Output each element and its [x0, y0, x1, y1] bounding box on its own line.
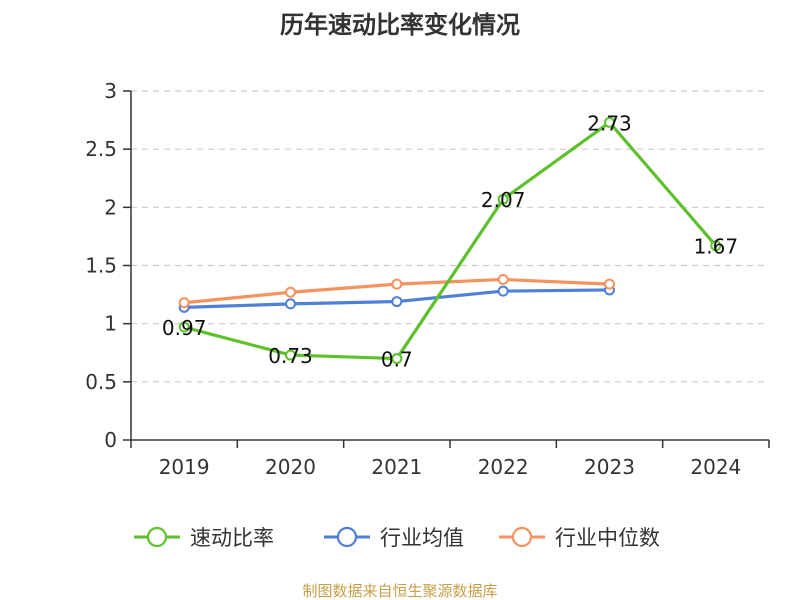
data-label: 2.73 [587, 111, 632, 135]
legend: 速动比率 行业均值 行业中位数 [134, 526, 660, 550]
data-point [391, 278, 403, 290]
y-tick-label: 1.5 [85, 254, 117, 278]
data-point [604, 278, 615, 290]
data-point [497, 273, 509, 285]
data-label: 1.67 [694, 235, 739, 259]
y-tick-label: 0 [104, 428, 117, 452]
legend-item-1[interactable]: 行业均值 [324, 526, 464, 550]
data-point [391, 296, 403, 308]
axes: 0 0.5 1 1.5 2 2.5 3 2019 2020 2021 2022 2023 2024 [85, 79, 770, 479]
source-text: 制图数据来自恒生聚源数据库 [302, 582, 497, 600]
data-point [178, 297, 190, 309]
x-tick-label: 2024 [690, 455, 741, 479]
legend-marker [511, 526, 533, 548]
y-tick-label: 0.5 [85, 370, 117, 394]
data-point [604, 116, 615, 128]
y-tick-label: 2.5 [85, 137, 117, 161]
data-point [497, 285, 509, 297]
legend-label: 行业均值 [380, 526, 464, 550]
legend-item-2[interactable]: 行业中位数 [499, 526, 660, 550]
data-label: 0.73 [268, 344, 313, 368]
legend-label: 行业中位数 [555, 526, 660, 550]
legend-marker [146, 526, 168, 548]
data-label: 0.7 [381, 348, 413, 372]
y-tick-label: 2 [104, 195, 117, 219]
series-lines [178, 116, 722, 365]
data-point [285, 298, 296, 310]
data-point [285, 349, 296, 361]
grid [131, 90, 769, 383]
y-tick-label: 1 [104, 312, 117, 336]
series-line-0 [183, 120, 718, 361]
legend-item-0[interactable]: 速动比率 [134, 526, 274, 550]
x-tick-label: 2023 [584, 455, 635, 479]
x-tick-label: 2019 [159, 455, 210, 479]
x-tick-label: 2020 [265, 455, 316, 479]
data-point [710, 240, 722, 252]
legend-label: 速动比率 [190, 526, 274, 550]
x-tick-label: 2021 [371, 455, 422, 479]
data-point [497, 193, 509, 205]
legend-marker [336, 526, 358, 548]
data-labels: 0.97 0.73 0.7 2.07 2.73 1.67 [162, 111, 738, 371]
data-point [178, 321, 190, 333]
x-tick-label: 2022 [478, 455, 529, 479]
chart-title: 历年速动比率变化情况 [280, 11, 520, 39]
data-label: 2.07 [481, 188, 526, 212]
data-point [391, 353, 403, 365]
data-point [285, 286, 296, 298]
y-tick-label: 3 [104, 79, 117, 103]
data-label: 0.97 [162, 316, 207, 340]
